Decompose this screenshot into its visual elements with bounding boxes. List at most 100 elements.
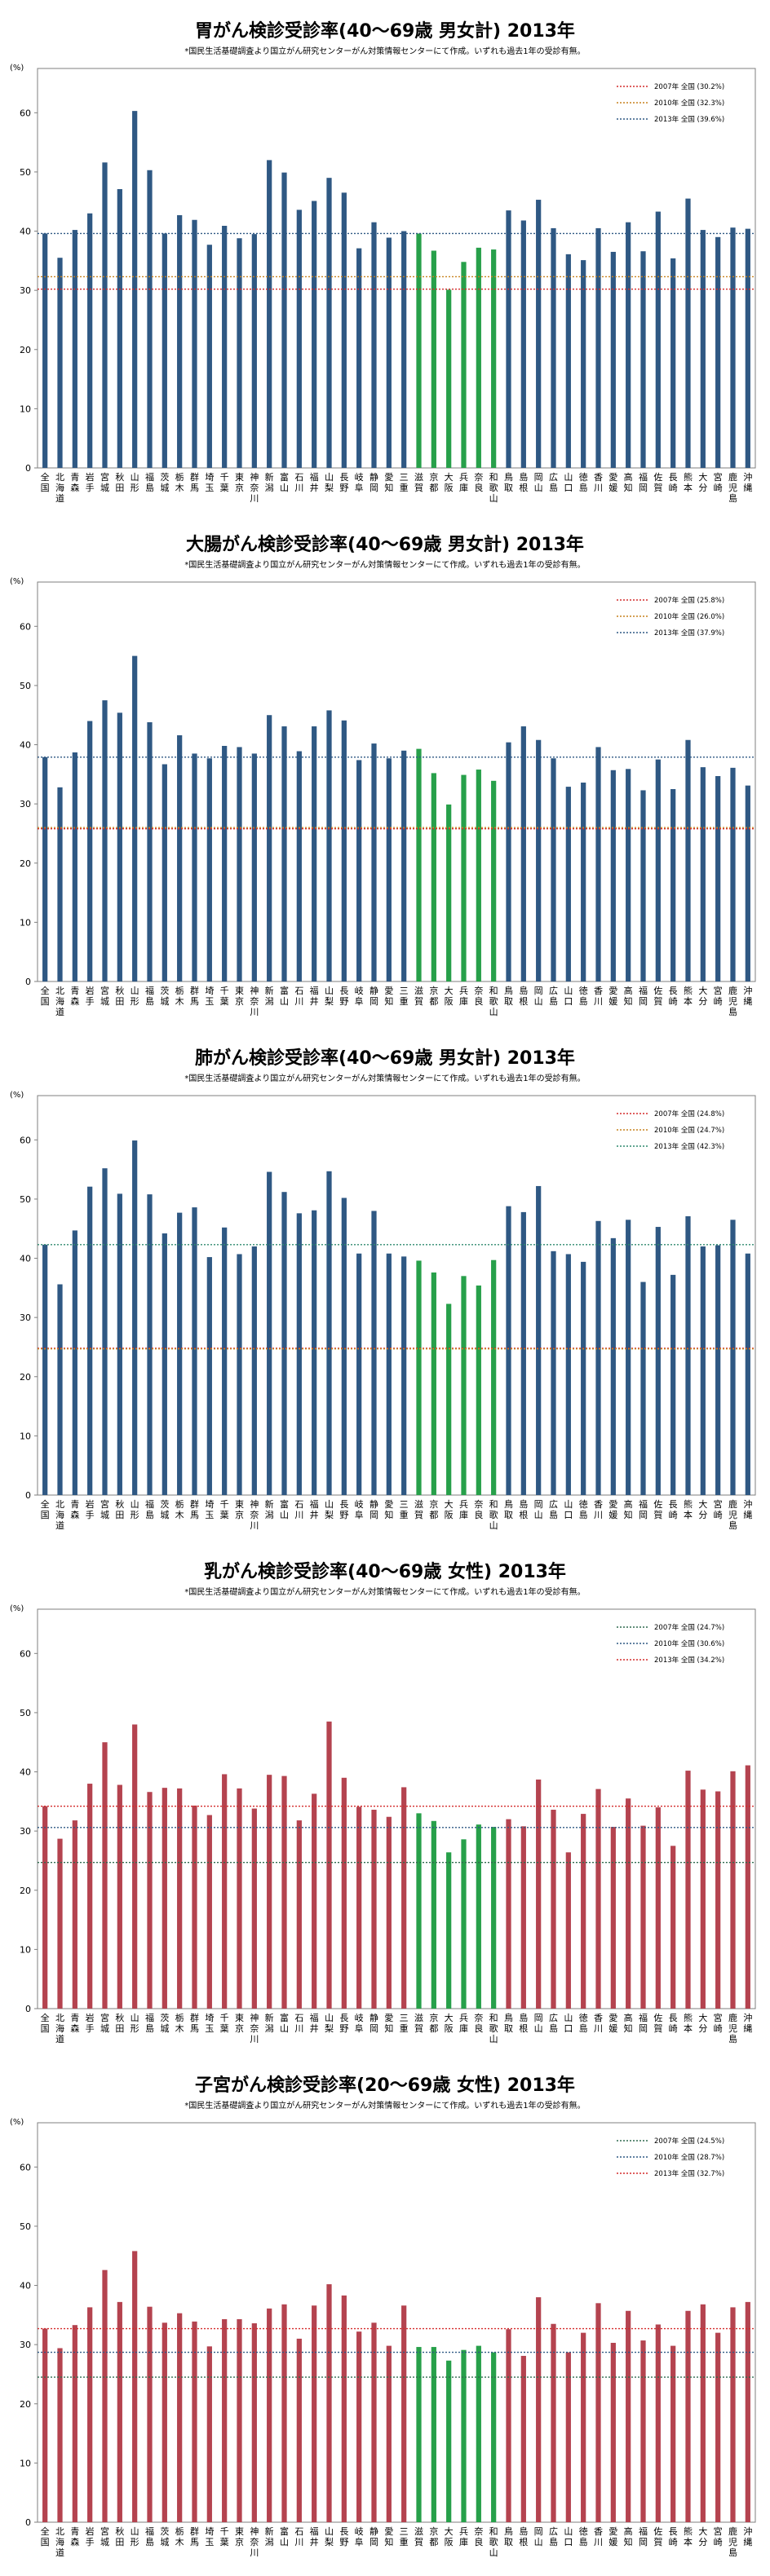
x-tick-label: 宮崎 [714, 1498, 723, 1520]
y-tick-label: 10 [20, 2458, 31, 2468]
bar-山口 [565, 2352, 571, 2522]
bar-茨城 [162, 233, 167, 468]
x-tick-label: 佐賀 [653, 985, 662, 1007]
bar-熊本 [685, 2310, 691, 2522]
x-tick-label: 静岡 [370, 1498, 378, 1520]
bar-奈良 [476, 770, 481, 981]
bar-京都 [431, 2347, 436, 2522]
x-tick-label: 和歌山 [489, 986, 498, 1017]
bar-山形 [132, 655, 138, 981]
bar-岩手 [87, 721, 93, 981]
x-tick-label: 千葉 [220, 2526, 229, 2547]
x-tick-label: 熊本 [684, 985, 693, 1007]
x-tick-label: 埼玉 [205, 1498, 214, 1520]
x-tick-label: 山形 [131, 2013, 139, 2034]
legend-label: 2013年 全国 (32.7%) [654, 2169, 724, 2178]
bar-長野 [341, 192, 347, 469]
x-tick-label: 長野 [339, 1499, 348, 1520]
y-tick-label: 60 [20, 621, 31, 632]
x-tick-label: 福島 [145, 985, 154, 1007]
x-tick-label: 沖縄 [743, 1499, 752, 1520]
x-tick-label: 宮城 [100, 985, 109, 1007]
y-axis-label: (%) [10, 64, 24, 73]
bar-東京 [237, 1788, 242, 2009]
bar-東京 [237, 1254, 242, 1495]
x-tick-label: 岡山 [534, 2013, 543, 2034]
x-tick-label: 愛知 [384, 2013, 393, 2034]
x-tick-label: 福岡 [639, 2525, 648, 2547]
bar-長崎 [670, 258, 676, 468]
bar-岡山 [536, 1779, 542, 2009]
chart-panel: 胃がん検診受診率(40～69歳 男女計) 2013年 *国民生活基礎調査より国立が… [0, 16, 770, 517]
x-tick-label: 大阪 [445, 471, 454, 493]
x-tick-label: 全国 [41, 2525, 50, 2547]
x-tick-label: 茨城 [160, 2012, 169, 2034]
x-tick-label: 長崎 [669, 2013, 678, 2034]
x-tick-label: 山口 [564, 2013, 573, 2034]
x-tick-label: 京都 [429, 2012, 438, 2034]
bar-徳島 [581, 260, 586, 468]
bar-滋賀 [416, 233, 422, 468]
x-tick-label: 福井 [310, 985, 319, 1007]
bar-福島 [147, 170, 153, 468]
bar-岐阜 [356, 760, 362, 981]
x-tick-label: 茨城 [160, 2525, 169, 2547]
x-tick-label: 滋賀 [414, 2526, 423, 2547]
x-tick-label: 東京 [235, 2526, 244, 2547]
bar-滋賀 [416, 748, 422, 981]
bar-三重 [401, 750, 407, 981]
x-tick-label: 高知 [624, 985, 633, 1007]
bar-静岡 [371, 2322, 377, 2522]
chart-svg: (%) 0 10 20 30 40 50 60 2007年 全国 (24.8%) 2010年 全国… [10, 1091, 756, 1531]
bar-山梨 [326, 178, 332, 468]
bar-青森 [72, 1820, 77, 2009]
x-tick-label: 埼玉 [205, 2525, 214, 2547]
bar-熊本 [685, 1215, 691, 1495]
bar-福島 [147, 1194, 153, 1495]
chart-svg: (%) 0 10 20 30 40 50 60 2007年 全国 (24.5%) 2010年 全国… [10, 2118, 756, 2558]
bar-鳥取 [506, 210, 511, 468]
x-tick-label: 山口 [564, 472, 573, 493]
x-tick-label: 長崎 [669, 2526, 678, 2547]
bar-埼玉 [206, 1815, 212, 2009]
x-tick-label: 福岡 [639, 985, 648, 1007]
bar-山梨 [326, 2284, 332, 2522]
x-tick-label: 徳島 [579, 986, 588, 1007]
x-tick-label: 全国 [41, 2012, 50, 2034]
bar-福岡 [640, 251, 646, 468]
bar-兵庫 [461, 774, 467, 981]
bar-鹿児島 [730, 767, 736, 981]
x-tick-label: 兵庫 [459, 986, 468, 1007]
x-tick-label: 香川 [594, 1499, 603, 1520]
x-tick-label: 千葉 [220, 1499, 229, 1520]
bar-長野 [341, 1198, 347, 1495]
bar-山形 [132, 1724, 138, 2009]
bar-高知 [626, 222, 631, 468]
bar-岡山 [536, 739, 542, 981]
x-tick-label: 青森 [70, 2013, 79, 2034]
x-tick-label: 高知 [624, 2525, 633, 2547]
bar-広島 [551, 2323, 556, 2522]
bar-岩手 [87, 1784, 93, 2009]
x-tick-label: 山梨 [325, 986, 334, 1007]
bar-富山 [281, 1192, 287, 1495]
x-tick-label: 東京 [235, 1499, 244, 1520]
legend-label: 2010年 全国 (26.0%) [654, 612, 724, 621]
y-tick-label: 0 [25, 2004, 31, 2014]
bar-京都 [431, 1272, 436, 1495]
x-tick-label: 京都 [429, 2525, 438, 2547]
x-tick-label: 静岡 [370, 471, 378, 493]
bar-神奈川 [251, 1808, 257, 2009]
y-tick-label: 50 [20, 1708, 31, 1718]
x-tick-label: 沖縄 [743, 472, 752, 493]
bar-愛媛 [610, 770, 616, 981]
x-tick-label: 山梨 [325, 472, 334, 493]
x-tick-label: 東京 [235, 986, 244, 1007]
bar-全国 [42, 756, 48, 981]
x-tick-label: 岩手 [86, 985, 95, 1007]
bar-和歌山 [491, 1259, 497, 1495]
bar-全国 [42, 1244, 48, 1495]
bar-宮城 [102, 1168, 108, 1495]
bar-岐阜 [356, 1253, 362, 1495]
x-tick-label: 茨城 [160, 1498, 169, 1520]
